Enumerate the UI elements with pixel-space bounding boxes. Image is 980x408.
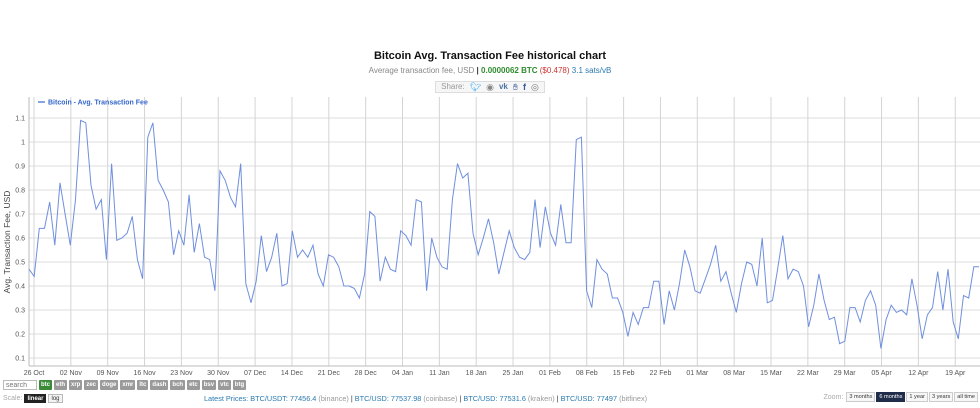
svg-text:18 Jan: 18 Jan bbox=[466, 370, 487, 377]
svg-text:0.6: 0.6 bbox=[15, 236, 25, 243]
scale-selector: Scale: linear log bbox=[3, 394, 63, 403]
svg-text:15 Feb: 15 Feb bbox=[613, 370, 635, 377]
svg-text:21 Dec: 21 Dec bbox=[318, 370, 341, 377]
chart-title: Bitcoin Avg. Transaction Fee historical … bbox=[373, 50, 607, 62]
scale-label: Scale: bbox=[3, 395, 23, 402]
weibo-icon[interactable]: ◎ bbox=[531, 81, 539, 92]
zoom-3-months-button[interactable]: 3 months bbox=[846, 392, 876, 402]
share-bar: Share: 🐦︎ ◉ vk ✋︎ f ◎ bbox=[435, 80, 545, 93]
share-label: Share: bbox=[441, 82, 465, 91]
svg-text:08 Feb: 08 Feb bbox=[576, 370, 598, 377]
svg-text:08 Mar: 08 Mar bbox=[723, 370, 745, 377]
svg-text:1: 1 bbox=[21, 140, 25, 147]
svg-text:09 Nov: 09 Nov bbox=[97, 370, 120, 377]
coin-button-etc[interactable]: etc bbox=[187, 380, 200, 390]
svg-text:14 Dec: 14 Dec bbox=[281, 370, 304, 377]
coin-button-ltc[interactable]: ltc bbox=[137, 380, 149, 390]
svg-text:01 Mar: 01 Mar bbox=[686, 370, 708, 377]
coin-button-xmr[interactable]: xmr bbox=[120, 380, 136, 390]
zoom-selector: Zoom: 3 months 6 months 1 year 3 years a… bbox=[824, 392, 978, 402]
svg-text:25 Jan: 25 Jan bbox=[503, 370, 524, 377]
svg-text:0.3: 0.3 bbox=[15, 308, 25, 315]
svg-text:16 Nov: 16 Nov bbox=[133, 370, 156, 377]
svg-text:15 Mar: 15 Mar bbox=[760, 370, 782, 377]
price-binance[interactable]: BTC/USDT: 77456.4 (binance) bbox=[250, 394, 349, 403]
twitter-icon[interactable]: 🐦︎ bbox=[469, 81, 482, 92]
svg-text:04 Jan: 04 Jan bbox=[392, 370, 413, 377]
coin-selector: btcethxrpzecdogexmrltcdashbchetcbsvvtcbt… bbox=[3, 380, 247, 390]
subtitle-prefix: Average transaction fee, USD bbox=[368, 66, 475, 75]
price-coinbase[interactable]: BTC/USD: 77537.98 (coinbase) bbox=[354, 394, 458, 403]
coin-button-xrp[interactable]: xrp bbox=[69, 380, 83, 390]
like-icon[interactable]: ✋︎ bbox=[512, 81, 519, 92]
coin-button-vtc[interactable]: vtc bbox=[218, 380, 231, 390]
svg-text:22 Mar: 22 Mar bbox=[797, 370, 819, 377]
zoom-all-time-button[interactable]: all time bbox=[954, 392, 978, 402]
svg-text:0.9: 0.9 bbox=[15, 164, 25, 171]
btc-fee-value: 0.0000062 BTC bbox=[481, 66, 538, 75]
svg-text:28 Dec: 28 Dec bbox=[355, 370, 378, 377]
svg-text:0.7: 0.7 bbox=[15, 212, 25, 219]
coin-button-btc[interactable]: btc bbox=[39, 380, 52, 390]
coin-button-bsv[interactable]: bsv bbox=[201, 380, 217, 390]
sats-fee-value: 3.1 sats/vB bbox=[571, 66, 612, 75]
coin-button-eth[interactable]: eth bbox=[54, 380, 67, 390]
x-axis-ticks: 26 Oct 02 Nov 09 Nov 16 Nov 23 Nov 30 Nov 07 D… bbox=[24, 370, 966, 377]
chart-legend[interactable]: Bitcoin - Avg. Transaction Fee bbox=[38, 100, 148, 107]
coin-button-dash[interactable]: dash bbox=[150, 380, 169, 390]
svg-text:0.1: 0.1 bbox=[15, 356, 25, 363]
y-axis-ticks: 0.1 0.2 0.3 0.4 0.5 0.6 0.7 0.8 0.9 1 1.1 bbox=[15, 116, 25, 363]
fee-series-line bbox=[28, 119, 979, 349]
vk-icon[interactable]: vk bbox=[498, 81, 508, 91]
price-kraken[interactable]: BTC/USD: 77531.6 (kraken) bbox=[463, 394, 555, 403]
y-axis-label: Avg. Transaction Fee, USD bbox=[2, 191, 12, 294]
chart-header: Bitcoin Avg. Transaction Fee historical … bbox=[0, 49, 980, 94]
scale-linear-button[interactable]: linear bbox=[24, 394, 47, 403]
coin-search-input[interactable] bbox=[3, 380, 37, 390]
svg-text:01 Feb: 01 Feb bbox=[539, 370, 561, 377]
svg-text:23 Nov: 23 Nov bbox=[170, 370, 193, 377]
svg-text:26 Oct: 26 Oct bbox=[24, 370, 45, 377]
svg-text:12 Apr: 12 Apr bbox=[908, 370, 929, 377]
zoom-6-months-button[interactable]: 6 months bbox=[876, 392, 906, 402]
price-bitfinex[interactable]: BTC/USD: 77497 (bitfinex) bbox=[560, 394, 648, 403]
scale-log-button[interactable]: log bbox=[48, 394, 63, 403]
zoom-1-year-button[interactable]: 1 year bbox=[906, 392, 928, 402]
svg-text:0.5: 0.5 bbox=[15, 260, 25, 267]
zoom-label: Zoom: bbox=[823, 393, 844, 401]
facebook-icon[interactable]: f bbox=[523, 81, 527, 92]
svg-text:19 Apr: 19 Apr bbox=[945, 370, 966, 377]
usd-fee-value: ($0.478) bbox=[539, 66, 570, 75]
coin-button-zec[interactable]: zec bbox=[84, 380, 99, 390]
coin-buttons: btc eth xrp zec doge xmr ltc dash bch etc bsv vtc bt… bbox=[39, 380, 247, 390]
svg-text:0.4: 0.4 bbox=[15, 284, 25, 291]
svg-text:0.2: 0.2 bbox=[15, 332, 25, 339]
svg-text:05 Apr: 05 Apr bbox=[871, 370, 892, 377]
fee-line-chart[interactable]: 0.1 0.2 0.3 0.4 0.5 0.6 0.7 0.8 0.9 1 1.1 26 Oct 02… bbox=[0, 92, 980, 380]
legend-label: Bitcoin - Avg. Transaction Fee bbox=[48, 100, 148, 107]
chart-subtitle: Average transaction fee, USD | 0.0000062… bbox=[0, 65, 980, 76]
svg-text:0.8: 0.8 bbox=[15, 188, 25, 195]
chart-grid bbox=[28, 97, 980, 367]
reddit-icon[interactable]: ◉ bbox=[486, 81, 494, 92]
coin-button-bch[interactable]: bch bbox=[170, 380, 186, 390]
zoom-3-years-button[interactable]: 3 years bbox=[928, 392, 954, 402]
svg-text:1.1: 1.1 bbox=[15, 116, 25, 123]
coin-button-btg[interactable]: btg bbox=[232, 380, 247, 390]
prices-label: Latest Prices: bbox=[204, 394, 249, 403]
svg-text:29 Mar: 29 Mar bbox=[834, 370, 856, 377]
svg-text:07 Dec: 07 Dec bbox=[244, 370, 267, 377]
svg-text:11 Jan: 11 Jan bbox=[429, 370, 450, 377]
latest-prices: Latest Prices: BTC/USDT: 77456.4 (binanc… bbox=[204, 394, 648, 403]
svg-text:02 Nov: 02 Nov bbox=[60, 370, 83, 377]
svg-text:30 Nov: 30 Nov bbox=[207, 370, 230, 377]
svg-text:22 Feb: 22 Feb bbox=[650, 370, 672, 377]
coin-button-doge[interactable]: doge bbox=[100, 380, 119, 390]
subtitle-separator: | bbox=[476, 66, 479, 75]
